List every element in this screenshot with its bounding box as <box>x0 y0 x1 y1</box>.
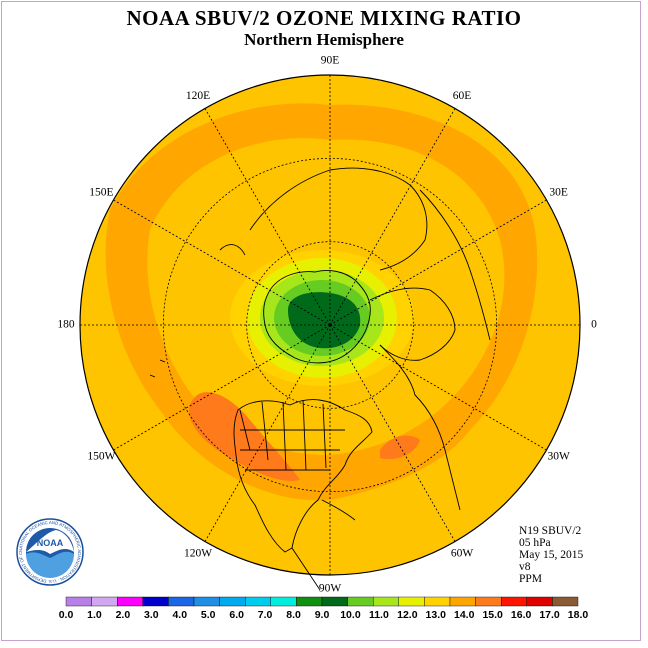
colorbar-tick-label: 17.0 <box>539 609 560 621</box>
colorbar-tick-label: 14.0 <box>454 609 475 621</box>
colorbar-swatch <box>449 596 476 607</box>
longitude-label: 60W <box>451 547 474 559</box>
colorbar-tick-label: 6.0 <box>229 609 244 621</box>
middle-east-coastline <box>419 189 491 341</box>
colorbar-swatch <box>475 596 502 607</box>
longitude-label: 150E <box>89 187 113 199</box>
colorbar-swatch <box>91 596 118 607</box>
colorbar-swatch <box>321 596 348 607</box>
map-boundary-circle <box>79 74 581 576</box>
colorbar-tick-label: 18.0 <box>568 609 589 621</box>
ozone-15-16-west <box>189 392 300 481</box>
longitude-label: 120W <box>184 547 212 559</box>
colorbar: 0.0 1.0 2.0 3.0 4.0 5.0 6.0 7.0 8.0 9.0 10.0 11.0 12… <box>59 596 589 621</box>
longitude-label: 150W <box>87 451 115 463</box>
colorbar-tick-label: 11.0 <box>369 609 389 621</box>
colorbar-swatch <box>168 596 195 607</box>
colorbar-tick-label: 2.0 <box>116 609 131 621</box>
latitude-ring-1 <box>246 241 414 409</box>
colorbar-swatch <box>398 596 425 607</box>
longitude-label: 90E <box>321 55 340 67</box>
coastlines <box>149 167 491 591</box>
colorbar-swatch <box>142 596 169 607</box>
colorbar-swatch <box>347 596 374 607</box>
meridian-line <box>329 324 547 451</box>
meridian-line <box>204 108 331 326</box>
colorbar-swatch <box>373 596 400 607</box>
colorbar-tick-label: 7.0 <box>258 609 273 621</box>
colorbar-swatch <box>501 596 528 607</box>
colorbar-tick-label: 0.0 <box>59 609 74 621</box>
colorbar-swatch <box>219 596 246 607</box>
longitude-label: 90W <box>319 583 342 595</box>
colorbar-tick-label: 13.0 <box>426 609 447 621</box>
meridian-line <box>329 324 456 542</box>
longitude-labels: 90E 60E 30E 0 30W 60W 90W 120W 150W 180 150E 120E <box>57 55 597 595</box>
colorbar-tick-label: 8.0 <box>286 609 301 621</box>
colorbar-swatch <box>270 596 297 607</box>
colorbar-tick-label: 5.0 <box>201 609 216 621</box>
meridian-line <box>329 108 456 326</box>
colorbar-swatch <box>424 596 451 607</box>
us-state-borders <box>239 399 345 471</box>
noaa-logo-text: NOAA <box>37 538 64 548</box>
colorbar-tick-label: 16.0 <box>511 609 532 621</box>
colorbar-tick-label: 9.0 <box>315 609 330 621</box>
colorbar-swatch <box>526 596 553 607</box>
longitude-label: 60E <box>453 90 472 102</box>
info-satellite: N19 SBUV/2 <box>519 525 582 537</box>
colorbar-swatch <box>65 596 92 607</box>
colorbar-swatch <box>193 596 220 607</box>
info-block: N19 SBUV/2 05 hPa May 15, 2015 v8 PPM <box>519 525 583 585</box>
map-title: NOAA SBUV/2 OZONE MIXING RATIO <box>126 6 522 30</box>
noaa-logo: NOAA NATIONAL OCEANIC AND ATMOSPHERIC AD… <box>16 518 84 586</box>
colorbar-swatch <box>552 596 579 607</box>
meridian-line <box>204 324 331 542</box>
longitude-label: 180 <box>57 319 75 331</box>
colorbar-tick-label: 1.0 <box>87 609 102 621</box>
map-subtitle: Northern Hemisphere <box>244 30 404 49</box>
north-america-coastline <box>233 399 373 553</box>
info-units: PPM <box>519 573 543 585</box>
meridian-line <box>329 199 547 326</box>
colorbar-swatch <box>116 596 143 607</box>
colorbar-tick-label: 15.0 <box>482 609 503 621</box>
africa-coastline <box>379 344 461 511</box>
info-date: May 15, 2015 <box>519 549 584 561</box>
colorbar-tick-label: 12.0 <box>397 609 418 621</box>
ozone-9-10-core <box>288 292 361 349</box>
longitude-label: 0 <box>591 319 597 331</box>
longitude-label: 120E <box>186 90 210 102</box>
colorbar-swatch <box>296 596 323 607</box>
latitude-ring-2 <box>162 157 498 493</box>
europe-coastline <box>369 287 456 361</box>
info-version: v8 <box>519 561 531 573</box>
figure-frame <box>1 1 641 641</box>
ozone-15-16-east <box>380 435 420 460</box>
colorbar-tick-label: 4.0 <box>172 609 187 621</box>
colorbar-tick-label: 10.0 <box>340 609 361 621</box>
colorbar-tick-label: 3.0 <box>144 609 159 621</box>
central-america-coastline <box>291 499 356 591</box>
asia-coastline <box>249 167 428 271</box>
longitude-label: 30E <box>549 187 568 199</box>
meridian-line <box>113 199 331 326</box>
info-level: 05 hPa <box>519 537 551 549</box>
pacific-islands-coastline <box>149 244 246 378</box>
longitude-label: 30W <box>547 451 570 463</box>
meridian-line <box>113 324 331 451</box>
colorbar-swatch <box>244 596 271 607</box>
arctic-basin-coastline <box>263 269 371 364</box>
